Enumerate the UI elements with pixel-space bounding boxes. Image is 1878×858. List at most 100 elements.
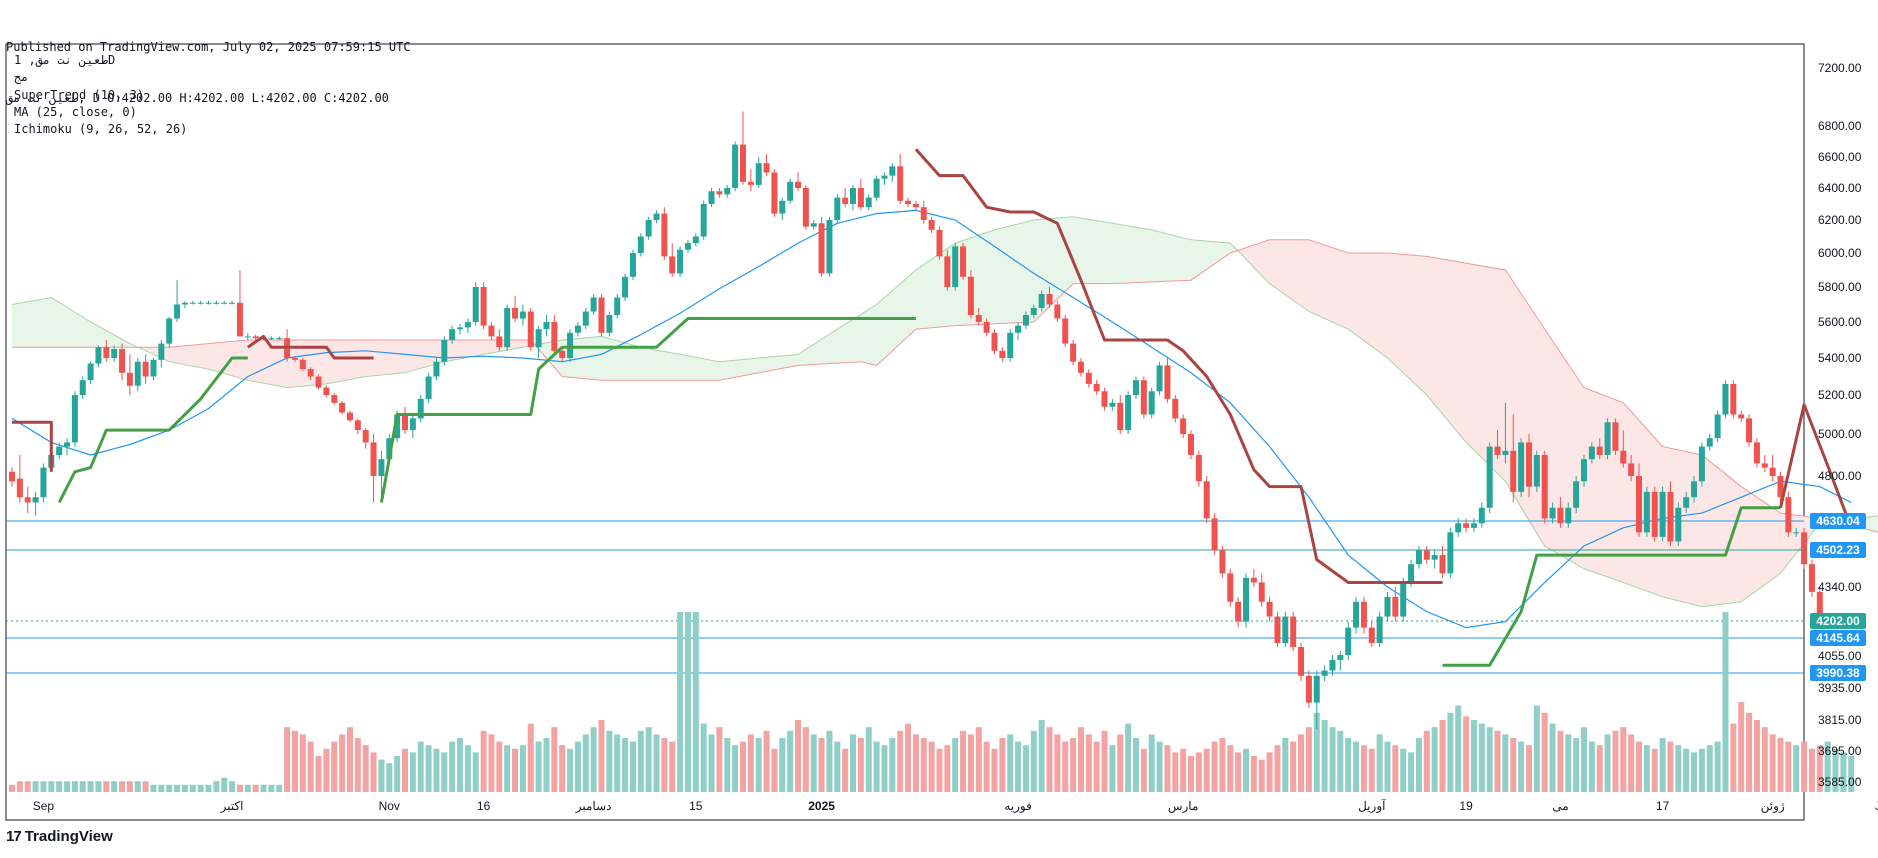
- candle-body: [606, 315, 613, 333]
- candle: [1478, 502, 1485, 528]
- legend-ichimoku[interactable]: Ichimoku (9, 26, 52, 26): [14, 122, 187, 136]
- candle: [103, 340, 110, 362]
- volume-bar: [496, 741, 503, 792]
- cloud-segment: [923, 258, 932, 329]
- candle: [197, 301, 204, 305]
- price-tag: 4145.64: [1810, 630, 1866, 646]
- candle-body: [1628, 463, 1635, 476]
- volume-bar: [362, 745, 369, 792]
- candle-body: [464, 322, 471, 328]
- volume-bar: [637, 730, 644, 792]
- legend-supertrend[interactable]: SuperTrend (10, 3): [14, 88, 144, 102]
- cloud-segment: [742, 358, 752, 377]
- price-tag-bg: [1810, 513, 1866, 529]
- candle-body: [637, 236, 644, 253]
- price-tick-label: 6600.00: [1818, 150, 1862, 164]
- volume-bar: [724, 738, 731, 792]
- candle-body: [1463, 523, 1470, 528]
- candle: [1801, 527, 1808, 569]
- volume-bar: [1510, 738, 1517, 792]
- cloud-segment: [420, 339, 429, 369]
- candle: [661, 207, 668, 260]
- candle: [1101, 387, 1108, 411]
- candle: [95, 345, 102, 368]
- volume-bar: [433, 748, 440, 792]
- legend-ma[interactable]: MA (25, close, 0): [14, 105, 137, 119]
- cloud-segment: [978, 232, 987, 325]
- volume-bar: [920, 738, 927, 792]
- candle: [1038, 290, 1045, 312]
- candle-body: [967, 276, 974, 315]
- volume-bar: [614, 734, 621, 792]
- candle: [1722, 380, 1729, 419]
- candle-body: [1470, 523, 1477, 528]
- candle: [779, 197, 786, 220]
- candle: [637, 233, 644, 257]
- candle: [920, 200, 927, 224]
- cloud-segment: [640, 346, 649, 381]
- volume-bar: [1423, 730, 1430, 792]
- candles: [9, 111, 1823, 730]
- candle: [1030, 304, 1037, 319]
- volume-bar: [512, 748, 519, 792]
- candle-body: [346, 412, 353, 421]
- candle-body: [716, 191, 723, 195]
- candle-body: [1392, 596, 1399, 617]
- cloud-segment: [43, 297, 52, 348]
- tradingview-brand[interactable]: 17 TradingView: [6, 828, 113, 845]
- volume-bar: [543, 738, 550, 792]
- candle: [1746, 414, 1753, 447]
- volume-bar: [1455, 705, 1462, 792]
- candle: [244, 332, 251, 340]
- candle-body: [291, 358, 298, 360]
- candle-body: [386, 438, 393, 460]
- cloud-segment: [1866, 515, 1876, 532]
- volume-bar: [331, 741, 338, 792]
- cloud-segment: [459, 339, 469, 360]
- volume-bar: [284, 727, 291, 792]
- volume-bar: [205, 784, 212, 792]
- candle: [402, 406, 408, 434]
- candle-body: [1518, 442, 1525, 492]
- volume-bar: [103, 781, 110, 792]
- price-tag-bg: [1810, 630, 1866, 646]
- candle-body: [1070, 343, 1077, 362]
- candle-body: [1188, 434, 1194, 455]
- cloud-segment: [1002, 225, 1011, 324]
- candle: [818, 216, 825, 277]
- cloud-segment: [1709, 460, 1718, 607]
- candle-body: [826, 220, 833, 274]
- cloud-segment: [11, 302, 21, 348]
- cloud-segment: [656, 349, 665, 381]
- legend-exchange: مج: [14, 70, 28, 84]
- candle-body: [1667, 491, 1674, 542]
- volume-bar: [1360, 745, 1367, 792]
- candle-body: [1769, 467, 1776, 476]
- cloud-segment: [711, 359, 720, 381]
- candle-body: [315, 376, 322, 388]
- candle-body: [1565, 507, 1572, 524]
- volume-bar: [881, 745, 888, 792]
- candle: [1156, 361, 1163, 395]
- volume-bar: [1730, 723, 1737, 792]
- cloud-segment: [1347, 252, 1357, 336]
- volume-bar: [1337, 730, 1344, 792]
- cloud-segment: [915, 264, 925, 330]
- candle-body: [1502, 450, 1509, 455]
- cloud-segment: [74, 311, 83, 348]
- time-tick-label: Sep: [33, 799, 55, 813]
- volume-bar: [24, 781, 31, 792]
- volume-bar: [1746, 712, 1753, 792]
- cloud-segment: [1049, 217, 1058, 308]
- candle-body: [810, 223, 817, 227]
- cloud-segment: [1316, 242, 1325, 319]
- candle-body: [912, 204, 919, 208]
- candle-body: [1698, 446, 1705, 482]
- volume-bar: [1565, 734, 1572, 792]
- volume-bar: [268, 784, 275, 792]
- candle-body: [299, 359, 306, 370]
- volume-bars: [9, 612, 1855, 792]
- candle: [960, 243, 967, 281]
- candle: [952, 243, 959, 291]
